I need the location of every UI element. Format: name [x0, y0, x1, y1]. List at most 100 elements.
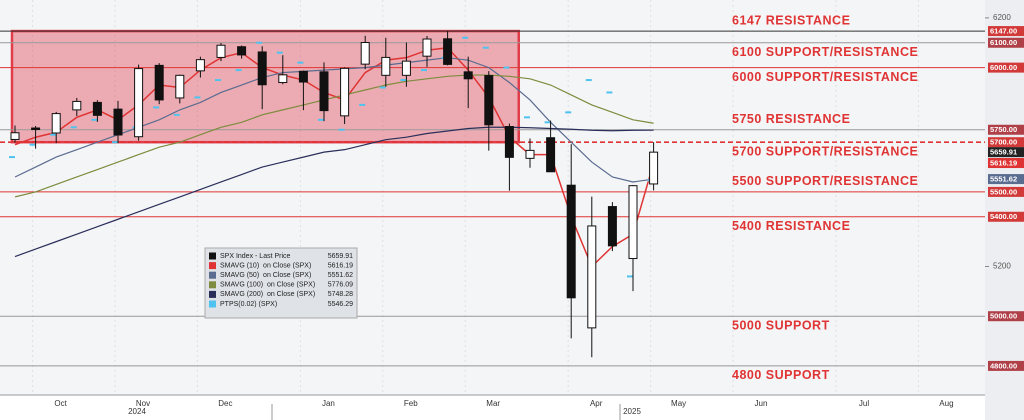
sar-dot: [462, 36, 469, 39]
candle-body: [51, 113, 61, 134]
level-badge-label: 5400.00: [990, 212, 1017, 221]
candle-body: [175, 74, 185, 99]
y-tick-label: 5200: [993, 262, 1011, 271]
level-badge: [988, 360, 1024, 371]
candle-body: [278, 74, 288, 84]
level-badge-label: 5750.00: [990, 125, 1017, 134]
candle-body: [546, 137, 556, 173]
sar-dot: [338, 128, 345, 131]
sar-dot: [29, 143, 36, 146]
level-annotation: 6147 RESISTANCE: [732, 13, 850, 27]
value-badge-label: 5551.62: [990, 175, 1017, 184]
candle-body: [381, 56, 391, 76]
level-badge-label: 6100.00: [990, 38, 1017, 47]
sar-dot: [359, 103, 366, 106]
sar-dot: [276, 51, 283, 54]
candle-body: [237, 46, 247, 56]
candle-body: [525, 149, 535, 159]
sar-dot: [585, 79, 592, 82]
legend-swatch: [209, 262, 216, 270]
y-tick-label: 6200: [993, 13, 1011, 22]
candle-body: [134, 68, 144, 138]
candle-body: [587, 225, 597, 329]
x-tick-label: Apr: [590, 399, 603, 408]
level-badge-label: 5000.00: [990, 312, 1017, 321]
legend-label: SMAVG (10) on Close (SPX): [220, 262, 311, 269]
level-badge-label: 5500.00: [990, 187, 1017, 196]
level-badge: [988, 186, 1024, 197]
candle-body: [628, 185, 638, 260]
sar-dot: [421, 69, 427, 72]
legend-value: 5551.62: [328, 272, 353, 279]
legend-swatch: [209, 281, 216, 289]
level-badge: [988, 37, 1024, 48]
legend-label: SMAVG (200) on Close (SPX): [220, 291, 315, 298]
level-annotation: 5500 SUPPORT/RESISTANCE: [732, 174, 918, 188]
level-badge: [988, 26, 1024, 37]
candle-body: [360, 42, 370, 65]
sar-dot: [400, 79, 407, 82]
legend-label: PTPS(0.02) (SPX): [220, 301, 277, 308]
level-badge: [988, 62, 1024, 73]
level-badge: [988, 211, 1024, 222]
sar-dot: [256, 41, 263, 44]
sar-dot: [9, 156, 15, 159]
ma-line: [14, 126, 654, 258]
level-annotation: 5700 SUPPORT/RESISTANCE: [732, 144, 918, 158]
legend-label: SMAVG (100) on Close (SPX): [220, 282, 315, 289]
x-tick-label: Nov: [136, 399, 150, 408]
candle-body: [154, 64, 164, 101]
legend-label: SMAVG (50) on Close (SPX): [220, 272, 311, 279]
sar-dot: [112, 141, 118, 144]
candle-body: [649, 151, 659, 185]
legend-value: 5748.28: [328, 291, 353, 298]
candle-body: [340, 67, 350, 117]
sar-dot: [318, 118, 324, 121]
candle-body: [195, 59, 205, 72]
legend-value: 5616.19: [328, 262, 353, 269]
sar-dot: [235, 69, 242, 72]
candle-body: [566, 184, 576, 299]
sar-dot: [91, 118, 98, 121]
x-tick-label: Dec: [218, 399, 232, 408]
candle-body: [10, 132, 20, 140]
candle-body: [257, 51, 267, 86]
candle-body: [463, 71, 473, 80]
candle-body: [607, 206, 617, 247]
sar-dot: [153, 106, 160, 109]
legend-swatch: [209, 300, 216, 308]
legend-label: SPX Index - Last Price: [220, 253, 291, 260]
candle-body: [92, 101, 102, 116]
sar-dot: [524, 116, 530, 119]
sar-dot: [194, 96, 201, 99]
x-tick-label: Jul: [859, 399, 869, 408]
sar-dot: [379, 86, 386, 89]
level-annotation: 6000 SUPPORT/RESISTANCE: [732, 70, 918, 84]
level-annotation: 5400 RESISTANCE: [732, 219, 850, 233]
value-badge-label: 5616.19: [990, 159, 1017, 168]
legend-swatch: [209, 252, 216, 260]
level-badge: [988, 137, 1024, 148]
candle-body: [484, 75, 494, 126]
x-tick-label: Aug: [939, 399, 953, 408]
candle-body: [443, 38, 453, 65]
legend-swatch: [209, 290, 216, 298]
x-tick-label: Oct: [54, 399, 67, 408]
candle-body: [31, 127, 41, 131]
value-badge: [988, 158, 1024, 169]
level-annotation: 5750 RESISTANCE: [732, 112, 850, 126]
sar-dot: [503, 66, 510, 69]
value-badge-label: 5659.91: [990, 148, 1017, 157]
sar-dot: [482, 46, 489, 49]
legend-value: 5546.29: [328, 301, 353, 308]
x-tick-label: Jan: [322, 399, 335, 408]
candle-body: [216, 44, 226, 58]
candle-body: [319, 71, 329, 112]
level-badge: [988, 311, 1024, 322]
candle-body: [72, 100, 82, 111]
plot-background: [0, 0, 985, 395]
legend-box: [204, 247, 358, 319]
x-tick-label: Jun: [755, 399, 768, 408]
sar-dot: [606, 91, 613, 94]
level-annotation: 5000 SUPPORT: [732, 318, 830, 332]
